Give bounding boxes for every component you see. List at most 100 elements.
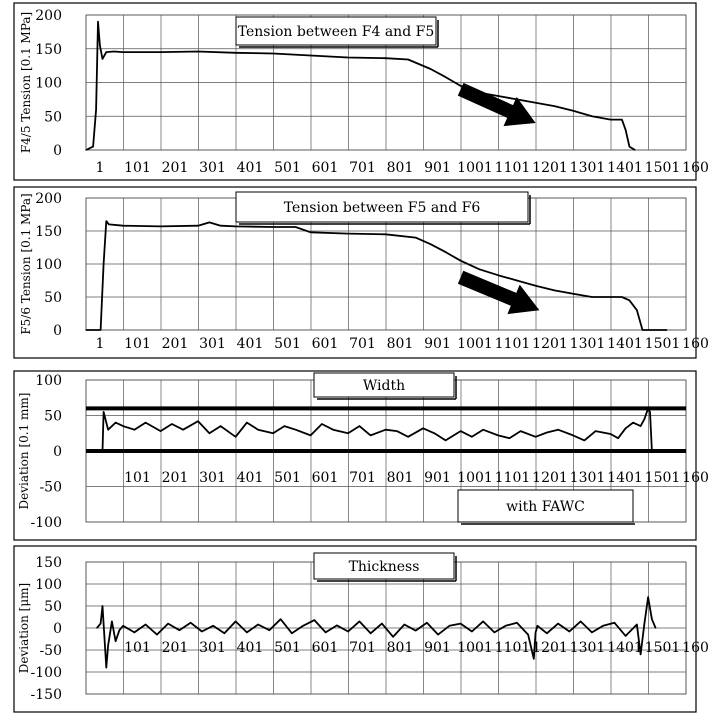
data-point [482, 429, 484, 431]
data-point [212, 625, 214, 627]
data-point [647, 596, 649, 598]
data-point [643, 623, 645, 625]
y-tick-label: 100 [35, 257, 62, 273]
data-point [171, 423, 173, 425]
x-tick-label: 301 [199, 640, 226, 656]
data-point [445, 76, 447, 78]
data-point [460, 430, 462, 432]
data-point [546, 632, 548, 634]
data-point [572, 434, 574, 436]
data-point [310, 54, 312, 57]
data-point [167, 623, 169, 625]
data-point [246, 631, 248, 634]
data-point [235, 436, 237, 438]
data-point [283, 425, 285, 427]
x-tick-label: 801 [387, 640, 414, 656]
data-point [105, 51, 107, 53]
data-point [118, 629, 120, 631]
data-point [591, 115, 593, 117]
x-tick-label: 1301 [570, 640, 606, 656]
series-line [96, 596, 657, 669]
data-point [641, 329, 644, 331]
y-tick-label: 0 [53, 621, 62, 637]
data-point [437, 634, 439, 636]
chart-title: Tension between F4 and F5 [238, 24, 434, 40]
y-tick-label: 100 [35, 373, 62, 389]
data-point [272, 52, 274, 55]
panel-frame [13, 186, 697, 359]
data-point [99, 44, 101, 46]
y-tick-label: 100 [35, 76, 62, 92]
data-point [613, 622, 615, 624]
y-tick-label: 100 [35, 577, 62, 593]
data-point [445, 439, 447, 441]
x-tick-label: 1401 [607, 336, 643, 352]
y-tick-label: -100 [31, 515, 62, 531]
data-point [527, 634, 529, 636]
data-point [358, 620, 360, 623]
x-tick-label: 101 [124, 640, 151, 656]
x-tick-label: 1201 [532, 640, 568, 656]
data-point [370, 632, 372, 634]
data-point [610, 433, 612, 435]
data-point [430, 243, 432, 245]
data-point [497, 274, 499, 276]
x-tick-label: 401 [237, 470, 264, 486]
x-tick-label: 901 [424, 470, 451, 486]
data-point [385, 57, 387, 59]
data-point [572, 293, 574, 295]
annotation-label: with FAWC [506, 499, 585, 515]
data-point [113, 50, 115, 53]
data-point [235, 620, 237, 623]
data-point [336, 624, 338, 626]
data-point [636, 623, 638, 626]
data-point [92, 146, 94, 148]
data-point [407, 58, 409, 61]
panel-frame [13, 545, 697, 713]
data-point [448, 625, 450, 627]
data-point [96, 627, 98, 629]
data-point [103, 411, 105, 413]
panel-frame [13, 2, 697, 181]
data-point [105, 220, 107, 222]
data-point [347, 233, 349, 235]
y-tick-label: 0 [53, 143, 62, 159]
data-point [493, 631, 495, 634]
data-point [145, 422, 147, 424]
chart-title: Thickness [349, 559, 420, 575]
data-point [610, 296, 612, 298]
data-point [370, 434, 372, 436]
data-point [122, 625, 124, 627]
x-tick-label: 1001 [457, 336, 493, 352]
data-point [595, 430, 597, 432]
data-point [332, 429, 334, 431]
data-point [602, 625, 604, 627]
data-point [295, 226, 297, 228]
data-point [651, 450, 653, 452]
x-tick-label: 301 [199, 336, 226, 352]
data-point [122, 225, 124, 227]
data-point [95, 108, 97, 111]
x-tick-label: 1101 [495, 336, 531, 352]
data-point [415, 630, 417, 632]
data-point [628, 146, 630, 148]
data-point [310, 231, 312, 233]
data-point [108, 223, 110, 225]
data-point [403, 623, 405, 626]
x-tick-label: 1201 [532, 336, 568, 352]
data-point [433, 432, 435, 434]
data-point [516, 622, 518, 624]
data-point [520, 430, 522, 432]
data-point [508, 437, 510, 439]
data-point [268, 629, 270, 631]
data-point [111, 620, 113, 623]
panel-frame [13, 370, 697, 541]
x-tick-label: 201 [162, 336, 189, 352]
data-point [591, 631, 593, 634]
data-point [160, 225, 162, 227]
data-point [396, 430, 398, 432]
x-tick-label: 101 [124, 160, 151, 176]
data-point [617, 437, 619, 439]
